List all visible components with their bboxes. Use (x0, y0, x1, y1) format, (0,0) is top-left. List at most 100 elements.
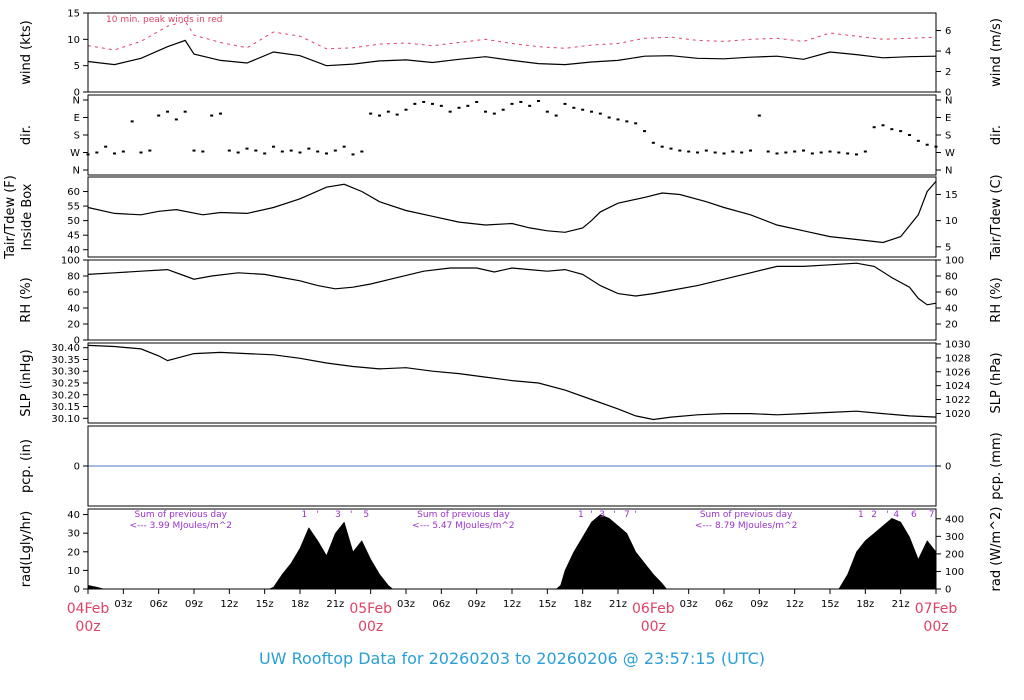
dir-point (749, 149, 752, 152)
y-axis-title-right: Tair/Tdew (C) (989, 174, 1004, 260)
ytick-left-label: 15 (67, 9, 80, 20)
ytick-right-label: 2 (945, 67, 951, 78)
dir-point (775, 152, 779, 155)
xtick-label: 03z (114, 599, 132, 610)
dir-point (413, 102, 417, 105)
xtick-label: 18z (291, 599, 309, 610)
dir-point (598, 112, 602, 115)
dir-point (263, 152, 267, 155)
dir-point (360, 150, 364, 153)
ytick-right-label: N (945, 166, 952, 177)
x-day-time: 00z (358, 619, 383, 635)
ytick-right-label: 40 (945, 304, 958, 315)
dir-point (289, 149, 293, 152)
xtick-label: 12z (786, 599, 804, 610)
ytick-right-label: 1028 (945, 353, 970, 364)
dir-point (590, 110, 593, 113)
panel-frame (87, 259, 937, 341)
ytick-left-label: 0 (74, 336, 80, 347)
dir-point (404, 108, 408, 111)
dir-point (837, 151, 841, 154)
ytick-right-label: W (945, 148, 955, 159)
dir-point (431, 102, 434, 105)
dir-point (439, 104, 443, 107)
dir-point (793, 150, 797, 153)
ytick-right-label: 1030 (945, 339, 970, 350)
ytick-left-label: 30.10 (51, 414, 80, 425)
dir-point (908, 134, 911, 136)
y-axis-title-right: RH (%) (989, 277, 1004, 322)
wind-series-line (87, 20, 937, 51)
dir-point (298, 151, 302, 154)
dir-point (810, 152, 814, 155)
xtick-label: 03z (397, 599, 415, 610)
ytick-left-label: 30.20 (51, 390, 80, 401)
xtick-label: 21z (892, 599, 910, 610)
ytick-left-label: 60 (67, 187, 80, 198)
ytick-right-label: 100 (945, 256, 964, 267)
dir-point (925, 143, 929, 146)
rad-hour-mark: 3 (335, 510, 341, 520)
ytick-left-label: N (73, 166, 80, 177)
ytick-right-label: 1026 (945, 367, 970, 378)
dir-point (704, 149, 708, 152)
rad-hour-mark: 1 (578, 510, 584, 520)
y-axis-title-left: wind (kts) (19, 20, 34, 84)
dir-point (669, 147, 673, 150)
dir-point (740, 151, 744, 154)
ytick-right-label: N (945, 96, 952, 107)
ytick-left-label: 30.15 (51, 402, 80, 413)
dir-point (272, 145, 275, 148)
ytick-left-label: 60 (67, 288, 80, 299)
dir-point (192, 149, 196, 152)
rad-hour-mark: 2 (871, 510, 877, 520)
xtick-label: 06z (150, 599, 168, 610)
dir-point (422, 100, 426, 103)
dir-point (501, 108, 505, 111)
rad-hour-mark: ' (886, 510, 888, 520)
dir-point (846, 152, 850, 155)
ytick-right-label: E (945, 113, 951, 124)
rad-hour-mark: ' (613, 510, 615, 520)
ytick-left-label: 20 (67, 320, 80, 331)
ytick-right-label: 1024 (945, 381, 970, 392)
ytick-left-label: 40 (67, 245, 80, 256)
panel-frame (87, 176, 937, 258)
rad-hour-mark: ' (350, 510, 352, 520)
y-axis-title-right: rad (W/m^2) (989, 507, 1004, 592)
ytick-left-label: 5 (74, 61, 80, 72)
chart-footer-title: UW Rooftop Data for 20260203 to 20260206… (259, 649, 765, 668)
dir-point (678, 149, 682, 152)
y-axis-title-left: Tair/Tdew (F) (3, 175, 18, 260)
dir-point (457, 106, 461, 109)
rad-hour-mark: 3 (599, 510, 605, 520)
ytick-left-label: 0 (74, 88, 80, 99)
dir-point (139, 151, 143, 154)
ytick-right-label: S (945, 131, 951, 142)
xtick-label: 06z (432, 599, 450, 610)
panel-rh: 0 20 40 60 80 100 20 40 60 80 100 RH (%) RH (%) (19, 256, 1004, 347)
ytick-left-label: 40 (67, 510, 80, 521)
rad-hour-mark: 1 (302, 510, 308, 520)
dir-point (307, 147, 311, 150)
xtick-label: 15z (256, 599, 274, 610)
dir-point (863, 150, 867, 153)
ytick-left-label: 30.35 (51, 355, 80, 366)
dir-point (722, 152, 726, 155)
x-day-label: 06Feb (632, 601, 675, 617)
dir-point (537, 99, 540, 102)
slp-series-line (87, 344, 937, 421)
dir-point (828, 150, 832, 153)
dir-point (625, 120, 629, 123)
rad-annotation: Sum of previous day (135, 510, 228, 520)
ytick-left-label: 30.30 (51, 367, 80, 378)
x-day-label: 07Feb (915, 601, 958, 617)
dir-point (210, 114, 214, 117)
ytick-right-label: 15 (945, 190, 958, 201)
panel-frame (87, 12, 937, 93)
x-day-label: 04Feb (67, 601, 110, 617)
dir-point (369, 112, 373, 115)
y-axis-title-right: wind (m/s) (989, 18, 1004, 87)
dir-point (95, 151, 99, 154)
